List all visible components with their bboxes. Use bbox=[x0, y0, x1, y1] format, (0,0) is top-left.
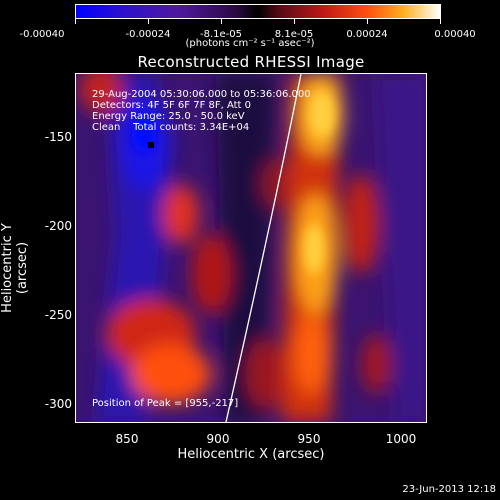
y-axis-label: Heliocentric Y (arcsec) bbox=[0, 223, 30, 313]
x-tick-label: 850 bbox=[115, 432, 139, 446]
info-peak: Position of Peak = [955,-217] bbox=[92, 398, 239, 409]
colorbar-tick-mark bbox=[440, 19, 441, 24]
y-tick-label: -300 bbox=[44, 397, 72, 411]
colorbar-tick-mark bbox=[221, 19, 222, 24]
y-tick-label: -200 bbox=[44, 219, 72, 233]
colorbar-tick-mark bbox=[294, 19, 295, 24]
colorbar-tick-label: -0.00040 bbox=[19, 29, 65, 40]
image-title: Reconstructed RHESSI Image bbox=[137, 53, 365, 71]
info-clean: Clean Total counts: 3.34E+04 bbox=[92, 122, 250, 133]
solar-limb bbox=[225, 74, 302, 422]
rhessi-image bbox=[76, 74, 426, 422]
info-time: 29-Aug-2004 05:30:06.000 to 05:36:06.000 bbox=[92, 89, 311, 100]
colorbar-tick-mark bbox=[367, 19, 368, 24]
peak-marker bbox=[148, 142, 154, 148]
x-axis-label: Heliocentric X (arcsec) bbox=[177, 447, 325, 462]
y-tick-label: -250 bbox=[44, 308, 72, 322]
colorbar-tick-mark bbox=[148, 19, 149, 24]
colorbar-tick-label: -0.00024 bbox=[125, 29, 171, 40]
x-tick-label: 950 bbox=[297, 432, 321, 446]
colorbar-tick-label: -8.1e-05 bbox=[200, 29, 242, 40]
colorbar-tick-label: 8.1e-05 bbox=[274, 29, 314, 40]
timestamp: 23-Jun-2013 12:18 bbox=[402, 484, 496, 495]
y-tick-label: -150 bbox=[44, 130, 72, 144]
colorbar-tick-mark bbox=[75, 19, 76, 24]
colorbar-tick-label: 0.00024 bbox=[346, 29, 388, 40]
colorbar bbox=[75, 4, 441, 19]
rhessi-image-plot bbox=[75, 73, 427, 423]
info-energy: Energy Range: 25.0 - 50.0 keV bbox=[92, 111, 245, 122]
colorbar-tick-label: 0.00040 bbox=[434, 29, 476, 40]
info-detectors: Detectors: 4F 5F 6F 7F 8F, Att 0 bbox=[92, 100, 252, 111]
x-tick-label: 900 bbox=[206, 432, 230, 446]
colorbar-units: (photons cm⁻² s⁻¹ asec⁻²) bbox=[185, 38, 315, 49]
x-tick-label: 1000 bbox=[385, 432, 417, 446]
